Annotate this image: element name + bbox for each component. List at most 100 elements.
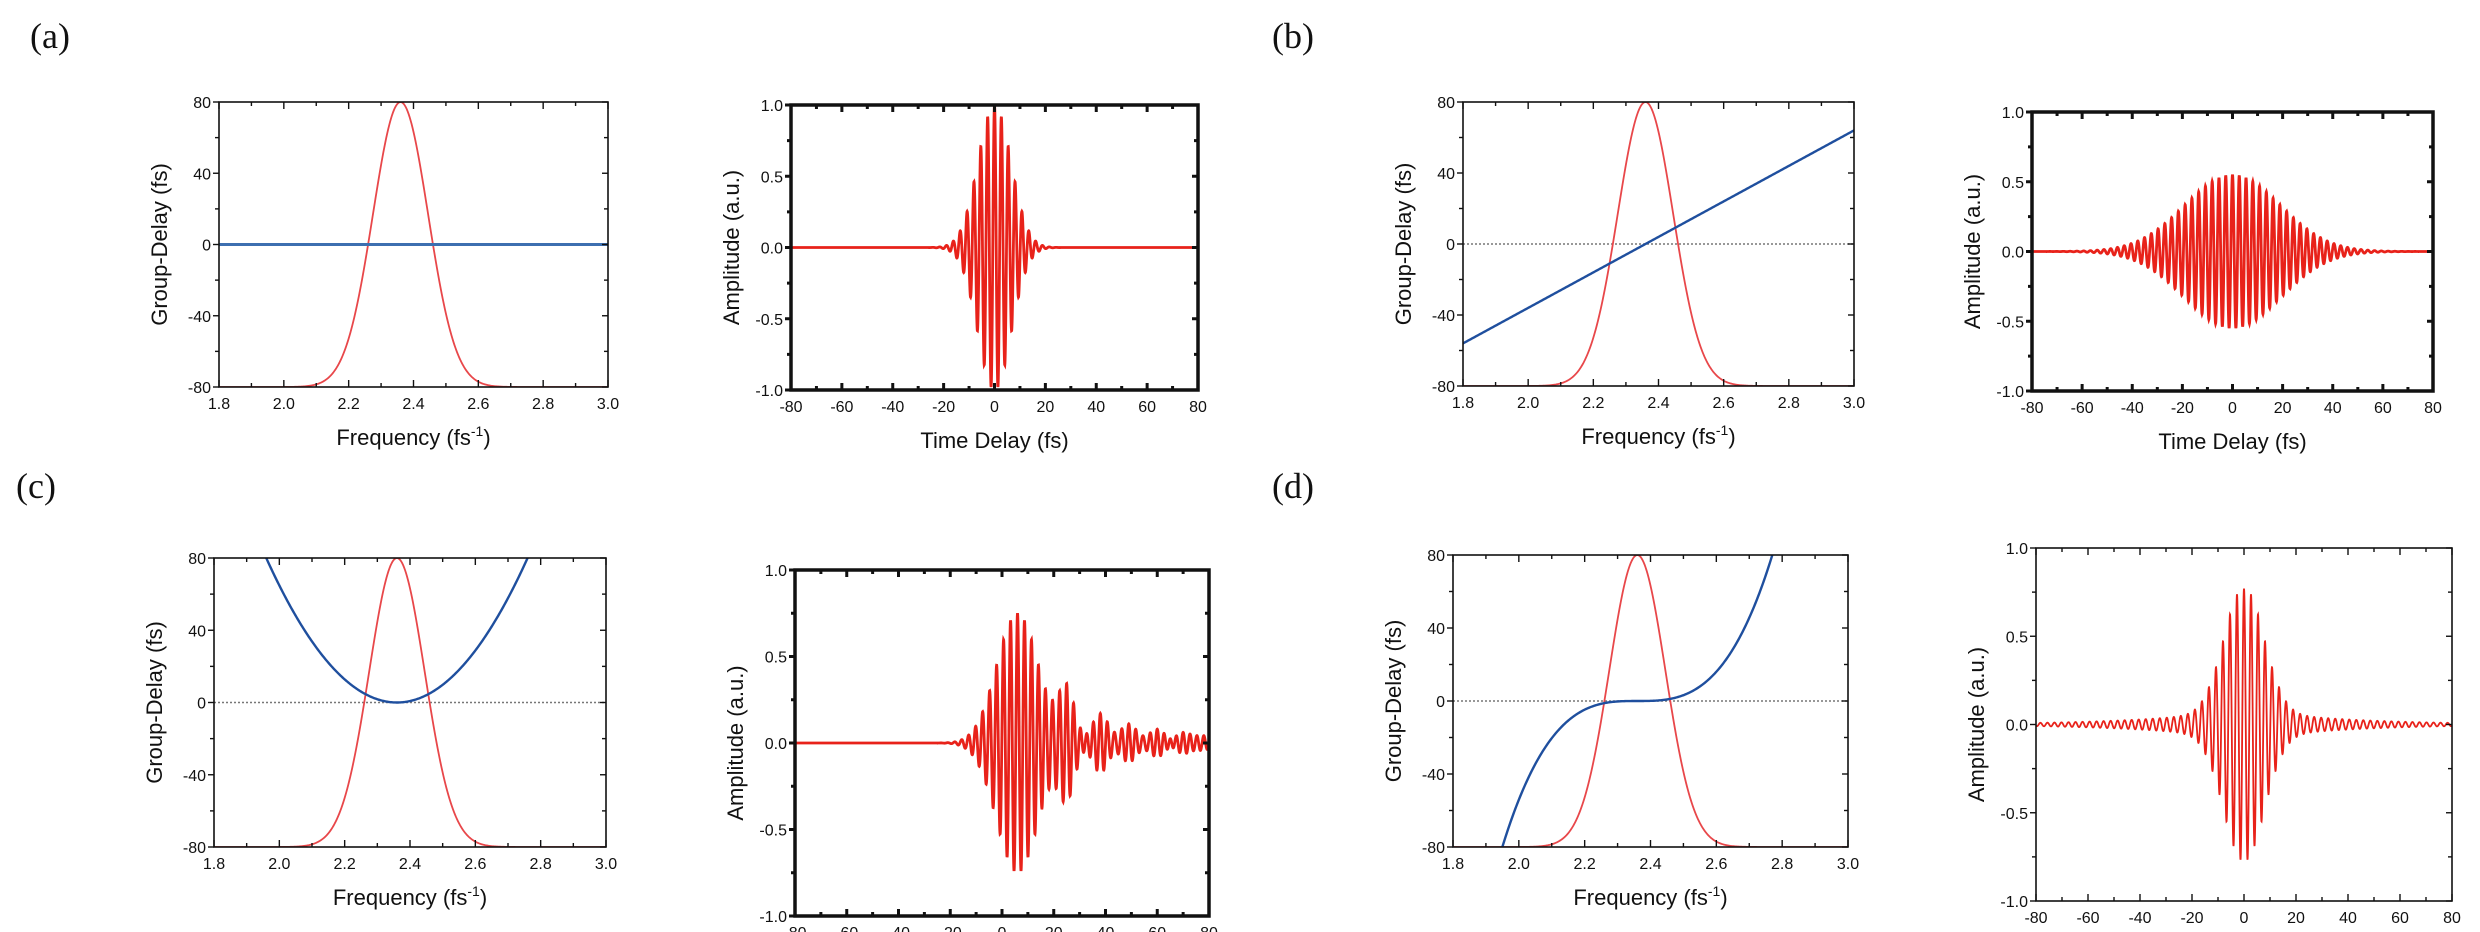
- x-tick-label: -20: [932, 399, 955, 416]
- x-tick-label: 2.8: [530, 856, 552, 873]
- x-tick-label: 2.0: [268, 856, 290, 873]
- panel-label-c: (c): [16, 466, 56, 506]
- x-tick-label: 40: [1087, 399, 1105, 416]
- x-tick-label: 1.8: [208, 396, 230, 413]
- y-tick-label: -40: [1422, 767, 1445, 784]
- x-tick-label: 40: [1097, 925, 1115, 932]
- x-tick-label: 2.0: [1517, 395, 1539, 412]
- x-tick-label: 0: [2240, 910, 2249, 927]
- x-tick-label: 2.0: [273, 396, 295, 413]
- x-tick-label: 3.0: [1843, 395, 1865, 412]
- y-tick-label: 40: [193, 166, 211, 183]
- x-tick-label: 2.2: [338, 396, 360, 413]
- x-tick-label: -20: [2171, 400, 2194, 417]
- x-tick-label: 2.2: [334, 856, 356, 873]
- y-axis-title: Amplitude (a.u.): [1960, 174, 1985, 329]
- x-axis-title-tail: ): [1728, 424, 1735, 449]
- y-tick-label: 80: [188, 551, 206, 568]
- y-tick-label: -80: [1422, 840, 1445, 857]
- x-tick-label: -80: [779, 399, 802, 416]
- x-tick-label: 2.4: [399, 856, 421, 873]
- x-axis-title: Time Delay (fs): [920, 428, 1068, 453]
- y-axis-title: Group-Delay (fs): [142, 621, 167, 784]
- x-tick-label: -60: [835, 925, 858, 932]
- plots: 1.8 2.0 2.2 2.4 2.6 2.8 3.0 80 40 0 -40 -80 Frequenc…: [142, 95, 2461, 932]
- x-axis-title-tail: ): [1720, 885, 1727, 910]
- x-tick-label: 0: [998, 925, 1007, 932]
- x-tick-label: 2.2: [1574, 856, 1596, 873]
- y-tick-label: 80: [1437, 95, 1455, 112]
- x-axis-title: Frequency (fs-1): [1581, 422, 1735, 449]
- x-axis-title-superscript: -1: [1708, 883, 1721, 899]
- chart-d-group-delay: 1.8 2.0 2.2 2.4 2.6 2.8 3.0 80 40 0 -40 -80 Frequenc…: [1381, 548, 1859, 910]
- x-axis-title-tail: ): [480, 885, 487, 910]
- x-tick-label: -20: [2180, 910, 2203, 927]
- y-tick-label: 40: [1427, 621, 1445, 638]
- x-tick-label: -20: [939, 925, 962, 932]
- y-tick-label: 0.5: [2002, 175, 2024, 192]
- x-tick-label: -80: [783, 925, 806, 932]
- y-tick-label: -0.5: [755, 312, 783, 329]
- y-tick-label: 1.0: [2002, 105, 2024, 122]
- y-tick-label: 80: [1427, 548, 1445, 565]
- y-tick-label: 0.5: [2006, 629, 2028, 646]
- y-tick-label: 0: [1446, 237, 1455, 254]
- pulse-waveform: [2032, 174, 2433, 330]
- x-tick-label: 80: [1189, 399, 1207, 416]
- pulse-waveform: [791, 105, 1198, 388]
- x-tick-label: -60: [830, 399, 853, 416]
- x-tick-label: 0: [990, 399, 999, 416]
- y-tick-label: -0.5: [2000, 806, 2028, 823]
- y-tick-label: 40: [1437, 166, 1455, 183]
- y-tick-label: -80: [188, 380, 211, 397]
- x-tick-label: 2.4: [1639, 856, 1661, 873]
- x-tick-label: 2.8: [1771, 856, 1793, 873]
- x-tick-label: 2.6: [464, 856, 486, 873]
- x-tick-label: 2.6: [1713, 395, 1735, 412]
- y-tick-label: -40: [188, 309, 211, 326]
- x-tick-label: -40: [887, 925, 910, 932]
- y-tick-label: -1.0: [2000, 894, 2028, 911]
- x-tick-label: -60: [2076, 910, 2099, 927]
- y-axis-title: Group-Delay (fs): [147, 163, 172, 326]
- y-tick-label: -40: [183, 768, 206, 785]
- pulse-waveform: [795, 613, 1209, 872]
- y-axis-title: Group-Delay (fs): [1381, 620, 1406, 783]
- chart-b-pulse: -80 -60 -40 -20 0 20 40 60 80 1.0 0.5 0.0 -0.5 -1.0 Ti…: [1960, 105, 2442, 454]
- pulse-waveform: [2036, 588, 2452, 860]
- y-tick-label: 0.5: [761, 169, 783, 186]
- x-tick-label: 20: [2274, 400, 2292, 417]
- x-tick-label: 1.8: [1442, 856, 1464, 873]
- x-tick-label: 2.4: [1647, 395, 1669, 412]
- y-tick-label: 0.0: [761, 241, 783, 258]
- x-axis-title: Frequency (fs-1): [336, 423, 490, 450]
- y-tick-label: 0: [1436, 694, 1445, 711]
- x-tick-label: 80: [2424, 400, 2442, 417]
- x-axis-title-superscript: -1: [471, 423, 484, 439]
- x-tick-label: 0: [2228, 400, 2237, 417]
- y-axis-title: Amplitude (a.u.): [719, 170, 744, 325]
- x-tick-label: 60: [2391, 910, 2409, 927]
- x-tick-label: 2.8: [1778, 395, 1800, 412]
- y-tick-label: 1.0: [761, 98, 783, 115]
- x-tick-label: 1.8: [203, 856, 225, 873]
- x-axis-title: Frequency (fs-1): [1573, 883, 1727, 910]
- y-tick-label: -80: [183, 840, 206, 857]
- chart-c-pulse: -80-60-40-200204060801.00.50.0-0.5-1.0Ti…: [723, 563, 1218, 932]
- x-tick-label: 3.0: [1837, 856, 1859, 873]
- chart-a-pulse: -80 -60 -40 -20 0 20 40 60 80 1.0 0.5 0.0 -0.5 -1.0 Ti…: [719, 98, 1207, 453]
- y-tick-label: -1.0: [755, 383, 783, 400]
- x-tick-label: 80: [1200, 925, 1218, 932]
- y-axis-title: Amplitude (a.u.): [723, 665, 748, 820]
- x-tick-label: -60: [2071, 400, 2094, 417]
- y-tick-label: 0.5: [765, 650, 787, 667]
- y-tick-label: -1.0: [1996, 384, 2024, 401]
- panel-label-b: (b): [1272, 16, 1314, 56]
- y-tick-label: 0.0: [765, 736, 787, 753]
- x-tick-label: 20: [1045, 925, 1063, 932]
- x-tick-label: 80: [2443, 910, 2461, 927]
- x-axis-title: Frequency (fs-1): [333, 883, 487, 910]
- group-delay-curve: [264, 558, 529, 704]
- x-tick-label: -80: [2020, 400, 2043, 417]
